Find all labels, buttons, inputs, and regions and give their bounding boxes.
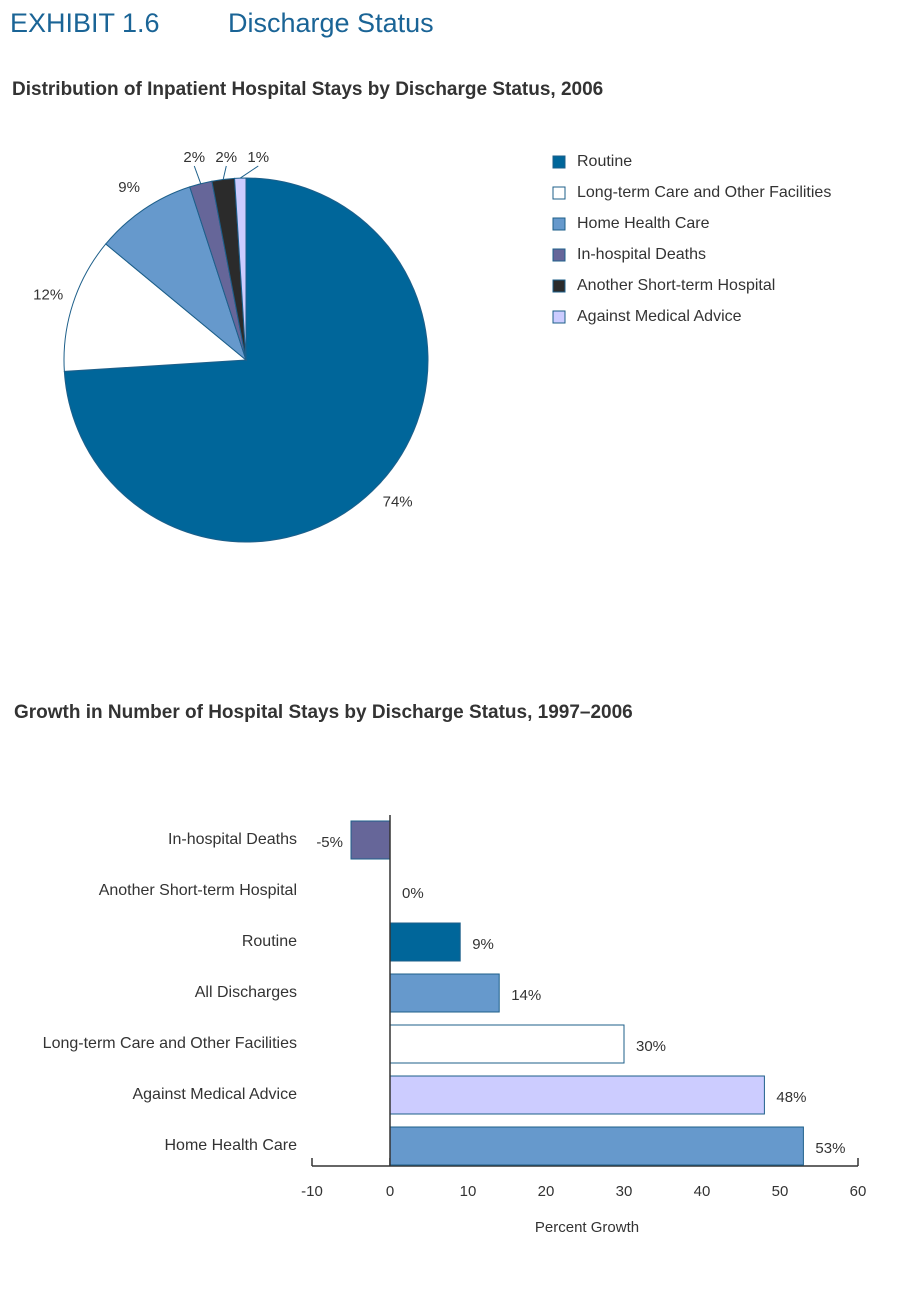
legend-swatch: [552, 279, 566, 293]
leader-line: [240, 165, 259, 179]
category-label: Home Health Care: [165, 1137, 298, 1154]
category-label: In-hospital Deaths: [168, 831, 297, 848]
legend-label: Long-term Care and Other Facilities: [577, 184, 831, 201]
legend-label: Against Medical Advice: [577, 308, 742, 325]
exhibit-number: EXHIBIT 1.6: [10, 8, 160, 38]
value-label: 53%: [815, 1140, 845, 1157]
leader-line: [222, 165, 227, 180]
value-label: 9%: [472, 936, 494, 953]
legend-swatch: [552, 310, 566, 324]
slice-label: 1%: [247, 149, 269, 166]
pie-slice: [234, 177, 247, 361]
x-tick-label: 20: [538, 1183, 555, 1200]
pie-slice: [63, 243, 248, 372]
bar: [389, 973, 500, 1013]
category-label: All Discharges: [195, 984, 297, 1001]
x-tick-label: -10: [301, 1183, 323, 1200]
bar: [389, 1126, 804, 1166]
x-tick-label: 30: [616, 1183, 633, 1200]
category-label: Against Medical Advice: [132, 1086, 297, 1103]
slice-label: 9%: [118, 179, 140, 196]
slice-label: 2%: [183, 149, 205, 166]
pie-slice: [105, 186, 248, 362]
legend-swatch: [552, 248, 566, 262]
bar: [389, 922, 461, 962]
x-tick-label: 40: [694, 1183, 711, 1200]
x-tick-label: 10: [460, 1183, 477, 1200]
legend-swatch: [552, 217, 566, 231]
chart-title: Growth in Number of Hospital Stays by Di…: [14, 702, 633, 723]
value-label: 48%: [776, 1089, 806, 1106]
bar: [389, 1075, 765, 1115]
value-label: -5%: [316, 834, 343, 851]
value-label: 14%: [511, 987, 541, 1004]
chart-title: Distribution of Inpatient Hospital Stays…: [12, 79, 603, 100]
leader-line: [193, 165, 202, 184]
legend-label: Routine: [577, 153, 632, 170]
x-tick-label: 50: [772, 1183, 789, 1200]
value-label: 30%: [636, 1038, 666, 1055]
slice-label: 74%: [383, 493, 413, 510]
bar: [350, 820, 391, 860]
slice-label: 2%: [215, 149, 237, 166]
x-tick-label: 0: [386, 1183, 394, 1200]
category-label: Another Short-term Hospital: [99, 882, 297, 899]
category-label: Long-term Care and Other Facilities: [43, 1035, 297, 1052]
bar: [389, 1024, 625, 1064]
legend-label: In-hospital Deaths: [577, 246, 706, 263]
x-tick-label: 60: [850, 1183, 867, 1200]
x-axis-title: Percent Growth: [535, 1219, 639, 1236]
legend-swatch: [552, 186, 566, 200]
value-label: 0%: [402, 885, 424, 902]
exhibit-title: Discharge Status: [228, 8, 434, 38]
legend-swatch: [552, 155, 566, 169]
legend-label: Home Health Care: [577, 215, 710, 232]
legend-label: Another Short-term Hospital: [577, 277, 775, 294]
category-label: Routine: [242, 933, 297, 950]
slice-label: 12%: [33, 287, 63, 304]
